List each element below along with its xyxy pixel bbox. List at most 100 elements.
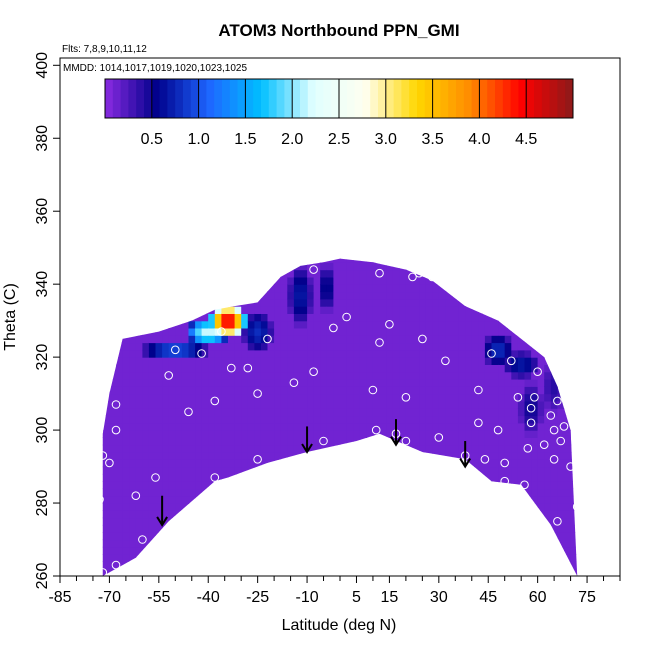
heatmap-cell [122,415,130,424]
heatmap-cell [300,284,308,293]
colorbar-tick-label: 2.5 [328,131,350,148]
heatmap-cell [142,320,150,329]
heatmap-cell [109,503,117,511]
heatmap-cell [524,510,532,519]
heatmap-cell [102,386,104,395]
heatmap-cell [544,532,552,541]
heatmap-cell [458,415,466,424]
heatmap-cell [498,568,506,576]
heatmap-cell [577,459,578,468]
heatmap-cell [531,284,539,293]
heatmap-cell [247,298,255,307]
heatmap-cell [274,342,282,351]
heatmap-cell [498,430,506,438]
heatmap-cell [570,342,578,351]
heatmap-cell [524,554,532,562]
heatmap-cell [287,495,295,504]
heatmap-cell [346,568,354,576]
heatmap-cell [504,258,512,263]
heatmap-cell [320,546,328,555]
heatmap-cell [155,400,163,409]
heatmap-cell [201,568,209,576]
heatmap-cell [280,466,288,475]
colorbar-segment [307,79,317,118]
heatmap-cell [557,561,565,570]
heatmap-cell [458,258,466,263]
colorbar-segment [541,79,551,118]
heatmap-cell [471,364,479,373]
heatmap-cell [544,466,552,475]
heatmap-cell [201,262,209,271]
heatmap-cell [584,503,591,511]
heatmap-cell [333,452,341,460]
heatmap-cell [267,364,275,373]
heatmap-cell [102,561,110,570]
heatmap-cell [379,262,387,271]
heatmap-cell [544,262,552,271]
heatmap-cell [544,554,552,562]
heatmap-cell [537,284,545,293]
heatmap-cell [122,335,130,344]
heatmap-cell [346,510,354,519]
heatmap-cell [425,561,433,570]
heatmap-cell [214,503,222,511]
heatmap-cell [168,400,176,409]
heatmap-cell [517,561,526,570]
heatmap-cell [260,524,269,533]
heatmap-cell [425,488,433,497]
heatmap-cell [148,430,157,438]
heatmap-cell [274,415,282,424]
heatmap-cell [307,400,315,409]
heatmap-cell [557,568,565,576]
heatmap-cell [287,400,295,409]
heatmap-cell [524,320,532,329]
heatmap-cell [392,554,400,562]
heatmap-cell [452,524,460,533]
heatmap-cell [102,327,104,336]
heatmap-cell [537,495,545,504]
heatmap-cell [373,248,380,256]
heatmap-cell [181,510,190,519]
heatmap-cell [181,320,190,329]
heatmap-cell [293,539,302,548]
heatmap-cell [247,437,255,446]
heatmap-cell [537,298,545,307]
heatmap-cell [432,546,440,555]
observation-point [401,436,411,446]
heatmap-cell [102,364,104,373]
heatmap-cell [129,386,137,395]
heatmap-cell [531,364,539,373]
heatmap-cell [544,444,552,453]
flights-label: Flts: 7,8,9,10,11,12 [62,44,147,55]
heatmap-cell [471,291,479,300]
heatmap-cell [175,466,183,475]
heatmap-cell [438,452,446,460]
colorbar-segment [385,79,395,118]
heatmap-cell [577,386,578,395]
heatmap-cell [531,546,539,555]
heatmap-cell [260,313,269,322]
heatmap-cell [340,568,348,576]
heatmap-cell [307,517,315,526]
heatmap-cell [491,364,499,373]
observation-point [210,473,220,482]
heatmap-cell [465,262,473,271]
heatmap-cell [511,422,519,431]
heatmap-cell [254,466,262,475]
heatmap-cell [445,393,453,402]
heatmap-cell [333,568,341,576]
heatmap-cell [221,400,229,409]
heatmap-cell [221,495,229,504]
heatmap-cell [102,284,104,293]
heatmap-cell [333,284,341,293]
heatmap-cell [122,400,130,409]
heatmap-cell [221,371,229,380]
heatmap-cell [247,415,255,424]
heatmap-cell [221,313,229,322]
heatmap-cell [313,357,321,365]
heatmap-cell [544,320,552,329]
heatmap-cell [432,488,440,497]
heatmap-cell [537,291,545,300]
heatmap-cell [504,524,512,533]
heatmap-cell [537,306,545,314]
